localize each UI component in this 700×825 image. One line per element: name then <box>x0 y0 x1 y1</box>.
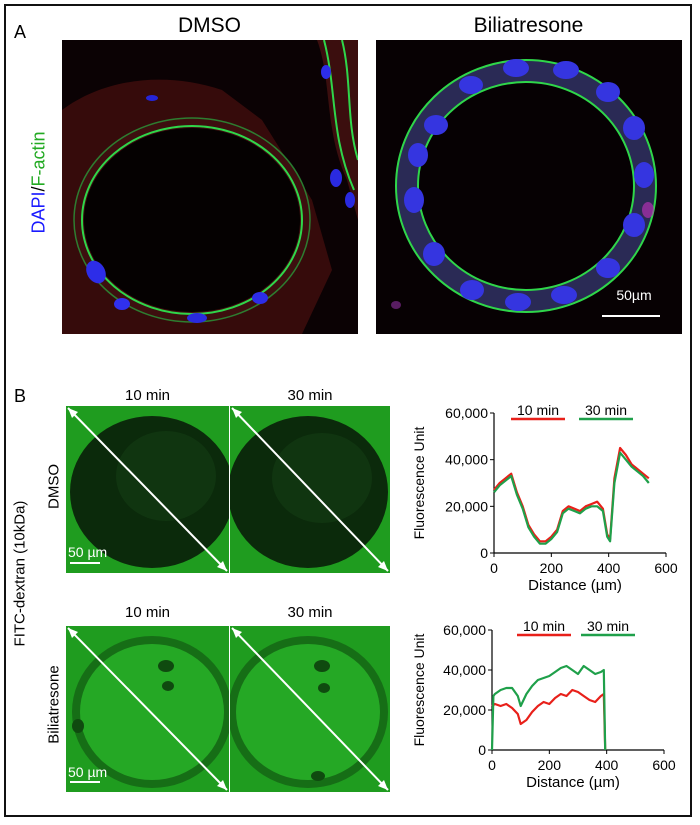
y-axis-label: Fluorescence Unit <box>411 633 427 746</box>
x-tick-label: 400 <box>597 560 621 576</box>
figure-frame <box>4 4 692 817</box>
y-tick-label: 40,000 <box>445 452 488 468</box>
x-tick-label: 600 <box>652 757 676 773</box>
x-tick-label: 600 <box>654 560 678 576</box>
time-label-bil-10: 10 min <box>124 604 171 621</box>
x-tick-label: 0 <box>488 757 496 773</box>
y-tick-label: 0 <box>480 545 488 561</box>
micrograph-dmso <box>62 40 358 334</box>
panel-b-letter: B <box>14 386 27 406</box>
time-label-dmso-30: 30 min <box>287 387 333 404</box>
legend-label-30min: 30 min <box>585 402 627 418</box>
y-axis-label: Fluorescence Unit <box>411 426 427 539</box>
y-tick-label: 60,000 <box>445 405 488 421</box>
series-line-30min <box>490 664 607 751</box>
x-tick-label: 200 <box>540 560 564 576</box>
scale-bar-label-b-top: 50 µm <box>68 544 108 560</box>
series-line-10min <box>491 688 607 751</box>
micrograph-biliatresone <box>376 40 682 334</box>
fitc-image-bil-10min <box>66 626 229 792</box>
x-tick-label: 0 <box>490 560 498 576</box>
legend-label-10min: 10 min <box>523 618 565 634</box>
y-tick-label: 60,000 <box>443 622 486 638</box>
time-label-bil-30: 30 min <box>287 604 333 621</box>
fitc-image-dmso-10min <box>66 406 229 573</box>
stain-separator: / <box>28 186 49 192</box>
factin-label: F-actin <box>28 131 49 187</box>
fluorescence-chart-dmso: 0 20,000 40,000 60,000 0 200 400 600 Distance (µ… <box>411 402 678 594</box>
scale-bar-label-b-bottom: 50 µm <box>68 764 108 780</box>
legend-label-10min: 10 min <box>517 402 559 418</box>
panel-a-letter: A <box>14 22 27 42</box>
column-title-dmso: DMSO <box>178 14 241 37</box>
x-tick-label: 400 <box>595 757 619 773</box>
fitc-image-bil-30min <box>230 626 390 792</box>
x-tick-label: 200 <box>538 757 562 773</box>
y-tick-label: 20,000 <box>443 702 486 718</box>
scale-bar-label-a: 50µm <box>616 287 652 303</box>
fitc-image-dmso-30min <box>230 406 390 573</box>
series-line-30min <box>493 451 650 545</box>
y-tick-label: 40,000 <box>443 662 486 678</box>
fluorescence-chart-biliatresone: 0 20,000 40,000 60,000 0 200 400 600 Distance (µ… <box>411 618 676 791</box>
x-axis-label: Distance (µm) <box>528 577 622 594</box>
y-tick-label: 0 <box>478 742 486 758</box>
column-title-biliatresone: Biliatresone <box>473 14 584 37</box>
dapi-label: DAPI <box>28 191 49 234</box>
x-axis-label: Distance (µm) <box>526 774 620 791</box>
legend-label-30min: 30 min <box>587 618 629 634</box>
y-tick-label: 20,000 <box>445 498 488 514</box>
time-label-dmso-10: 10 min <box>124 387 171 404</box>
